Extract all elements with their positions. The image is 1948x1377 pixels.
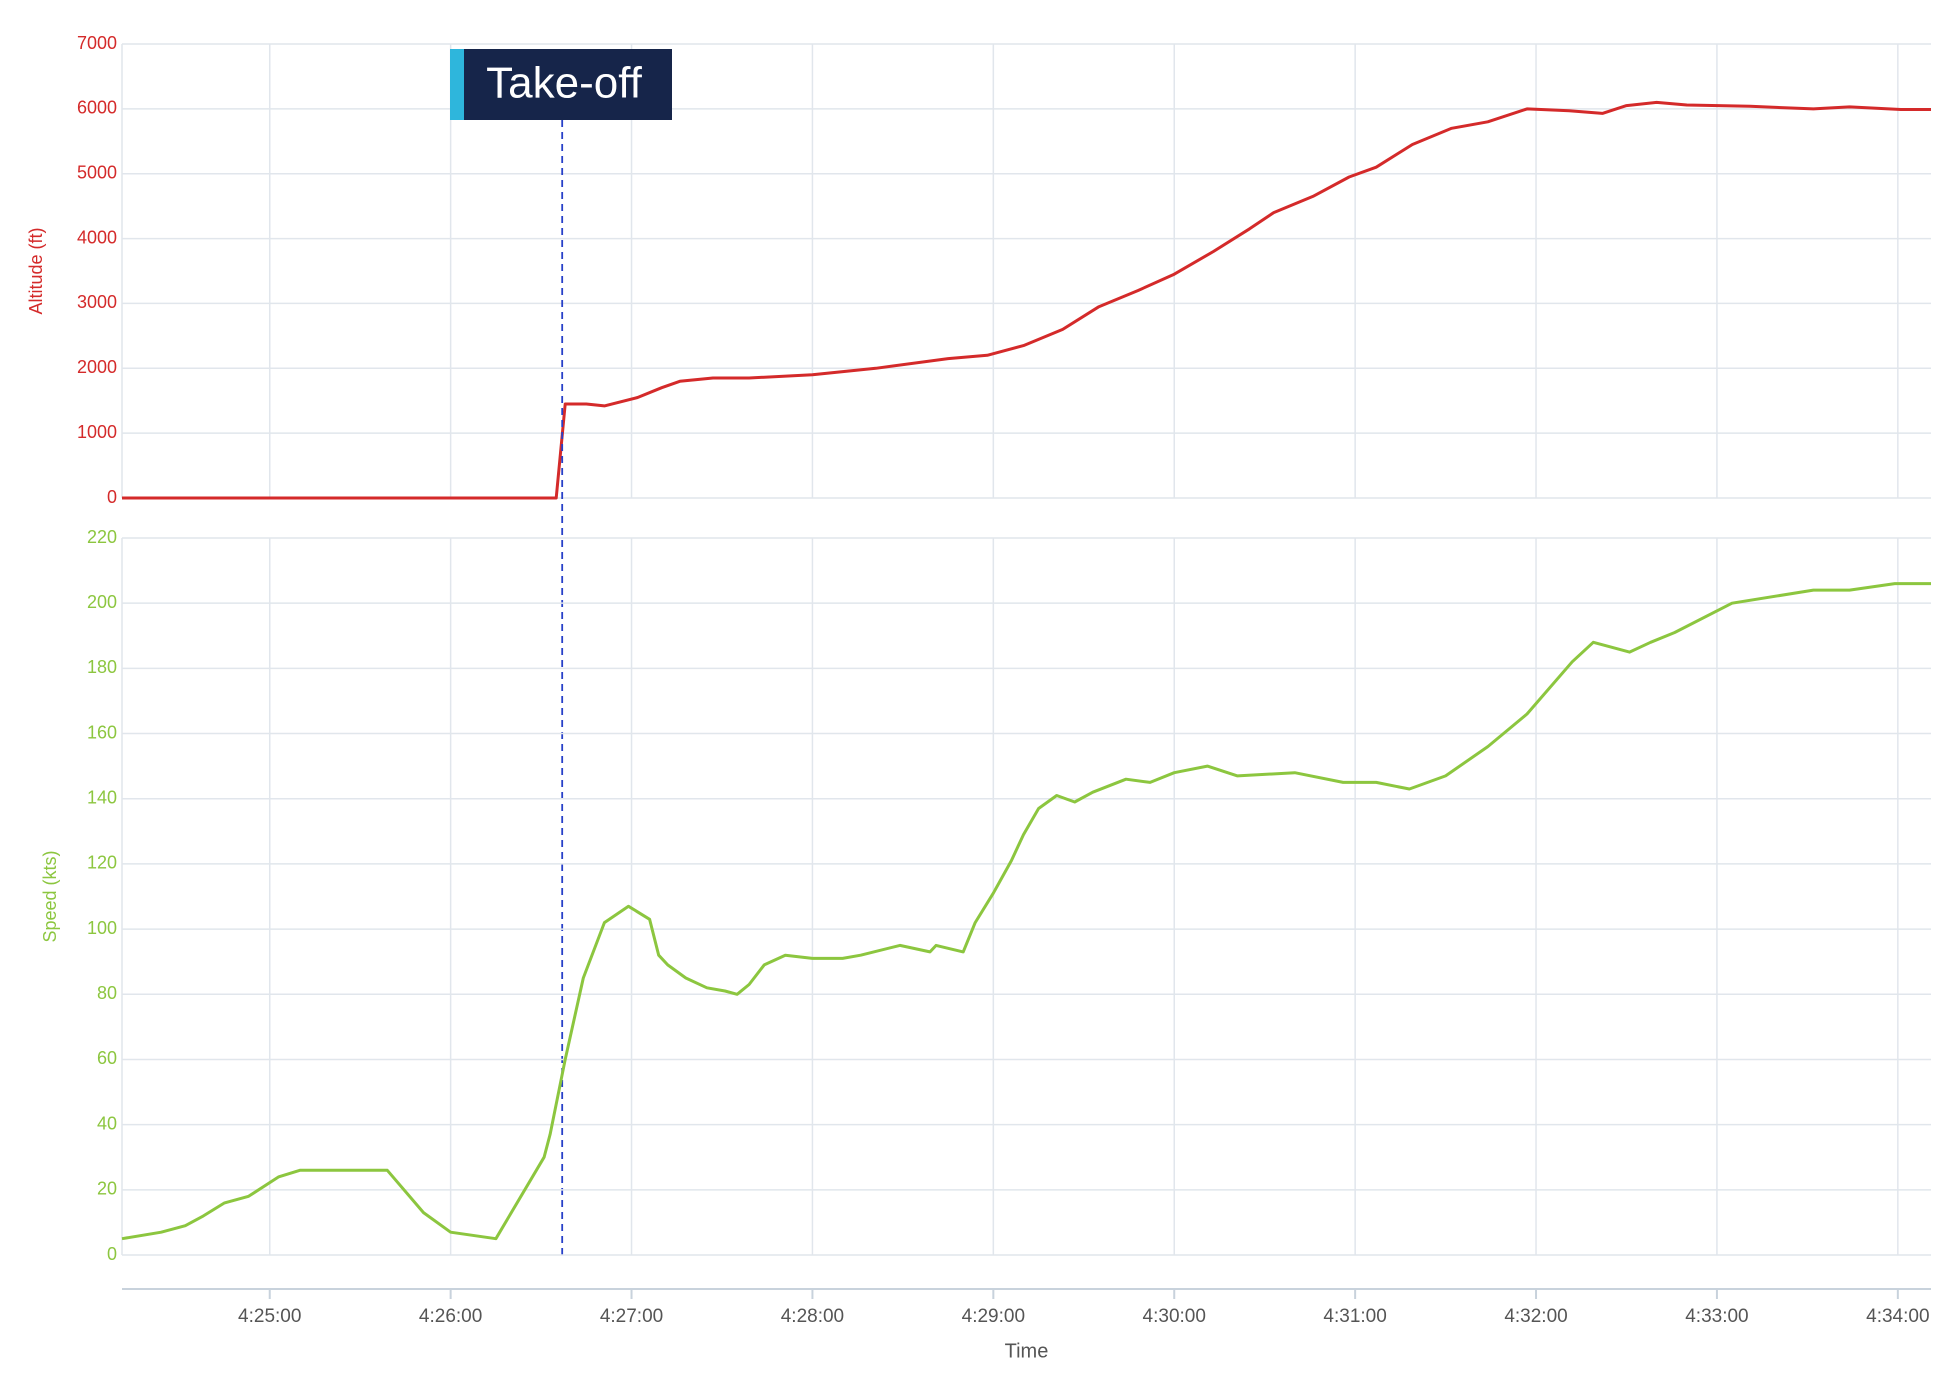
x-tick-label: 4:31:00 <box>1323 1306 1386 1327</box>
y-axis-title: Altitude (ft) <box>26 227 46 314</box>
y-tick-label: 0 <box>107 1244 117 1264</box>
y-tick-label: 160 <box>87 722 117 742</box>
y-tick-label: 100 <box>87 918 117 938</box>
annotation-box <box>450 49 672 120</box>
annotation-accent <box>450 49 464 120</box>
annotation-label: Take-off <box>486 59 642 108</box>
x-tick-label: 4:32:00 <box>1504 1306 1567 1327</box>
x-axis-title: Time <box>1005 1340 1049 1362</box>
y-tick-label: 4000 <box>77 227 117 247</box>
x-tick-label: 4:27:00 <box>600 1306 663 1327</box>
y-tick-label: 120 <box>87 853 117 873</box>
y-tick-label: 1000 <box>77 422 117 442</box>
y-axis-title: Speed (kts) <box>40 850 60 942</box>
y-tick-label: 6000 <box>77 98 117 118</box>
series-line <box>122 100 1931 500</box>
x-tick-label: 4:29:00 <box>962 1306 1025 1327</box>
x-tick-label: 4:30:00 <box>1143 1306 1206 1327</box>
y-tick-label: 180 <box>87 657 117 677</box>
series-line <box>121 582 1931 1241</box>
y-tick-label: 200 <box>87 592 117 612</box>
y-tick-label: 60 <box>97 1048 117 1068</box>
x-tick-label: 4:26:00 <box>419 1306 482 1327</box>
y-tick-label: 80 <box>97 983 117 1003</box>
x-tick-label: 4:25:00 <box>238 1306 301 1327</box>
y-tick-label: 40 <box>97 1113 117 1133</box>
x-tick-label: 4:33:00 <box>1685 1306 1748 1327</box>
y-tick-label: 2000 <box>77 357 117 377</box>
y-tick-label: 7000 <box>77 33 117 53</box>
y-tick-label: 5000 <box>77 162 117 182</box>
x-tick-label: 4:28:00 <box>781 1306 844 1327</box>
y-tick-label: 20 <box>97 1179 117 1199</box>
y-tick-label: 0 <box>107 487 117 507</box>
x-tick-label: 4:34:00 <box>1866 1306 1929 1327</box>
y-tick-label: 3000 <box>77 292 117 312</box>
y-tick-label: 220 <box>87 527 117 547</box>
y-tick-label: 140 <box>87 787 117 807</box>
